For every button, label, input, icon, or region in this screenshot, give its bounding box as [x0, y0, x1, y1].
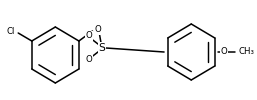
Text: S: S — [99, 43, 106, 53]
Text: CH₃: CH₃ — [239, 48, 255, 56]
Text: Cl: Cl — [7, 28, 15, 36]
Text: O: O — [95, 26, 102, 34]
Text: O: O — [85, 56, 92, 64]
Text: O: O — [221, 48, 228, 56]
Text: O: O — [85, 32, 92, 40]
